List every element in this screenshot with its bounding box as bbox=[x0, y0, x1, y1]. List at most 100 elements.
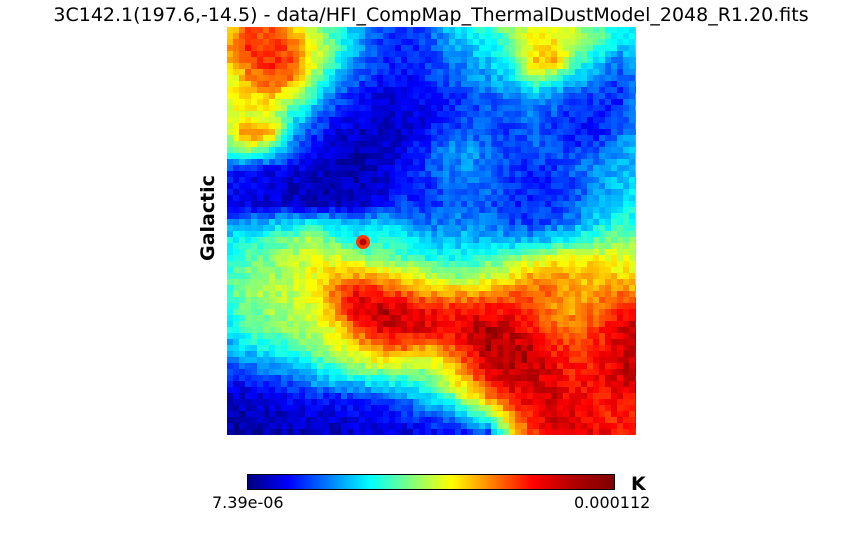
map-pixel bbox=[317, 363, 324, 370]
map-pixel bbox=[245, 381, 252, 388]
map-pixel bbox=[563, 327, 570, 334]
map-pixel bbox=[509, 219, 516, 226]
map-pixel bbox=[437, 225, 444, 232]
map-pixel bbox=[593, 285, 600, 292]
map-pixel bbox=[491, 111, 498, 118]
map-pixel bbox=[629, 87, 636, 94]
sky-map-canvas[interactable] bbox=[227, 27, 636, 435]
map-pixel bbox=[479, 243, 486, 250]
map-pixel bbox=[533, 39, 540, 46]
map-pixel bbox=[347, 177, 354, 184]
map-pixel bbox=[575, 405, 582, 412]
map-pixel bbox=[419, 87, 426, 94]
map-pixel bbox=[527, 93, 534, 100]
map-pixel bbox=[593, 249, 600, 256]
map-pixel bbox=[461, 345, 468, 352]
map-pixel bbox=[377, 189, 384, 196]
map-pixel bbox=[557, 171, 564, 178]
map-pixel bbox=[461, 57, 468, 64]
map-pixel bbox=[239, 351, 246, 358]
map-pixel bbox=[587, 411, 594, 418]
map-pixel bbox=[515, 33, 522, 40]
map-pixel bbox=[443, 273, 450, 280]
map-pixel bbox=[635, 51, 636, 58]
map-pixel bbox=[293, 45, 300, 52]
map-pixel bbox=[593, 375, 600, 382]
map-pixel bbox=[287, 51, 294, 58]
map-pixel bbox=[251, 51, 258, 58]
map-pixel bbox=[317, 393, 324, 400]
map-pixel bbox=[425, 411, 432, 418]
map-pixel bbox=[263, 237, 270, 244]
map-pixel bbox=[251, 87, 258, 94]
map-pixel bbox=[257, 303, 264, 310]
map-pixel bbox=[305, 309, 312, 316]
map-pixel bbox=[545, 99, 552, 106]
map-pixel bbox=[545, 405, 552, 412]
map-pixel bbox=[473, 141, 480, 148]
map-pixel bbox=[371, 381, 378, 388]
map-pixel bbox=[515, 399, 522, 406]
map-pixel bbox=[395, 207, 402, 214]
map-pixel bbox=[593, 417, 600, 424]
map-pixel bbox=[287, 405, 294, 412]
map-pixel bbox=[623, 81, 630, 88]
map-pixel bbox=[599, 333, 606, 340]
map-pixel bbox=[425, 33, 432, 40]
map-pixel bbox=[227, 375, 234, 382]
map-pixel bbox=[341, 117, 348, 124]
map-pixel bbox=[623, 429, 630, 435]
map-pixel bbox=[263, 363, 270, 370]
map-pixel bbox=[587, 69, 594, 76]
map-pixel bbox=[371, 81, 378, 88]
map-pixel bbox=[311, 123, 318, 130]
map-pixel bbox=[575, 147, 582, 154]
map-pixel bbox=[533, 303, 540, 310]
map-pixel bbox=[251, 45, 258, 52]
map-pixel bbox=[275, 33, 282, 40]
map-pixel bbox=[425, 159, 432, 166]
map-pixel bbox=[329, 129, 336, 136]
map-pixel bbox=[467, 111, 474, 118]
map-pixel bbox=[341, 237, 348, 244]
map-pixel bbox=[257, 279, 264, 286]
map-pixel bbox=[263, 123, 270, 130]
map-pixel bbox=[383, 201, 390, 208]
map-pixel bbox=[413, 339, 420, 346]
map-pixel bbox=[227, 423, 234, 430]
map-pixel bbox=[449, 249, 456, 256]
map-pixel bbox=[581, 243, 588, 250]
map-pixel bbox=[377, 57, 384, 64]
map-pixel bbox=[599, 411, 606, 418]
map-pixel bbox=[539, 261, 546, 268]
map-pixel bbox=[413, 381, 420, 388]
map-pixel bbox=[425, 273, 432, 280]
map-pixel bbox=[413, 387, 420, 394]
map-pixel bbox=[299, 357, 306, 364]
map-pixel bbox=[263, 381, 270, 388]
map-pixel bbox=[347, 147, 354, 154]
map-pixel bbox=[509, 165, 516, 172]
map-pixel bbox=[299, 99, 306, 106]
map-pixel bbox=[299, 27, 306, 34]
map-pixel bbox=[347, 291, 354, 298]
map-pixel bbox=[485, 423, 492, 430]
map-pixel bbox=[287, 45, 294, 52]
map-pixel bbox=[479, 423, 486, 430]
map-pixel bbox=[401, 225, 408, 232]
map-pixel bbox=[287, 39, 294, 46]
map-pixel bbox=[365, 363, 372, 370]
map-pixel bbox=[575, 207, 582, 214]
map-pixel bbox=[257, 291, 264, 298]
map-pixel bbox=[593, 261, 600, 268]
map-pixel bbox=[437, 381, 444, 388]
sky-map[interactable] bbox=[227, 27, 636, 435]
map-pixel bbox=[371, 309, 378, 316]
map-pixel bbox=[611, 201, 618, 208]
map-pixel bbox=[239, 117, 246, 124]
map-pixel bbox=[539, 429, 546, 435]
map-pixel bbox=[515, 345, 522, 352]
map-pixel bbox=[599, 81, 606, 88]
map-pixel bbox=[287, 411, 294, 418]
map-pixel bbox=[461, 93, 468, 100]
